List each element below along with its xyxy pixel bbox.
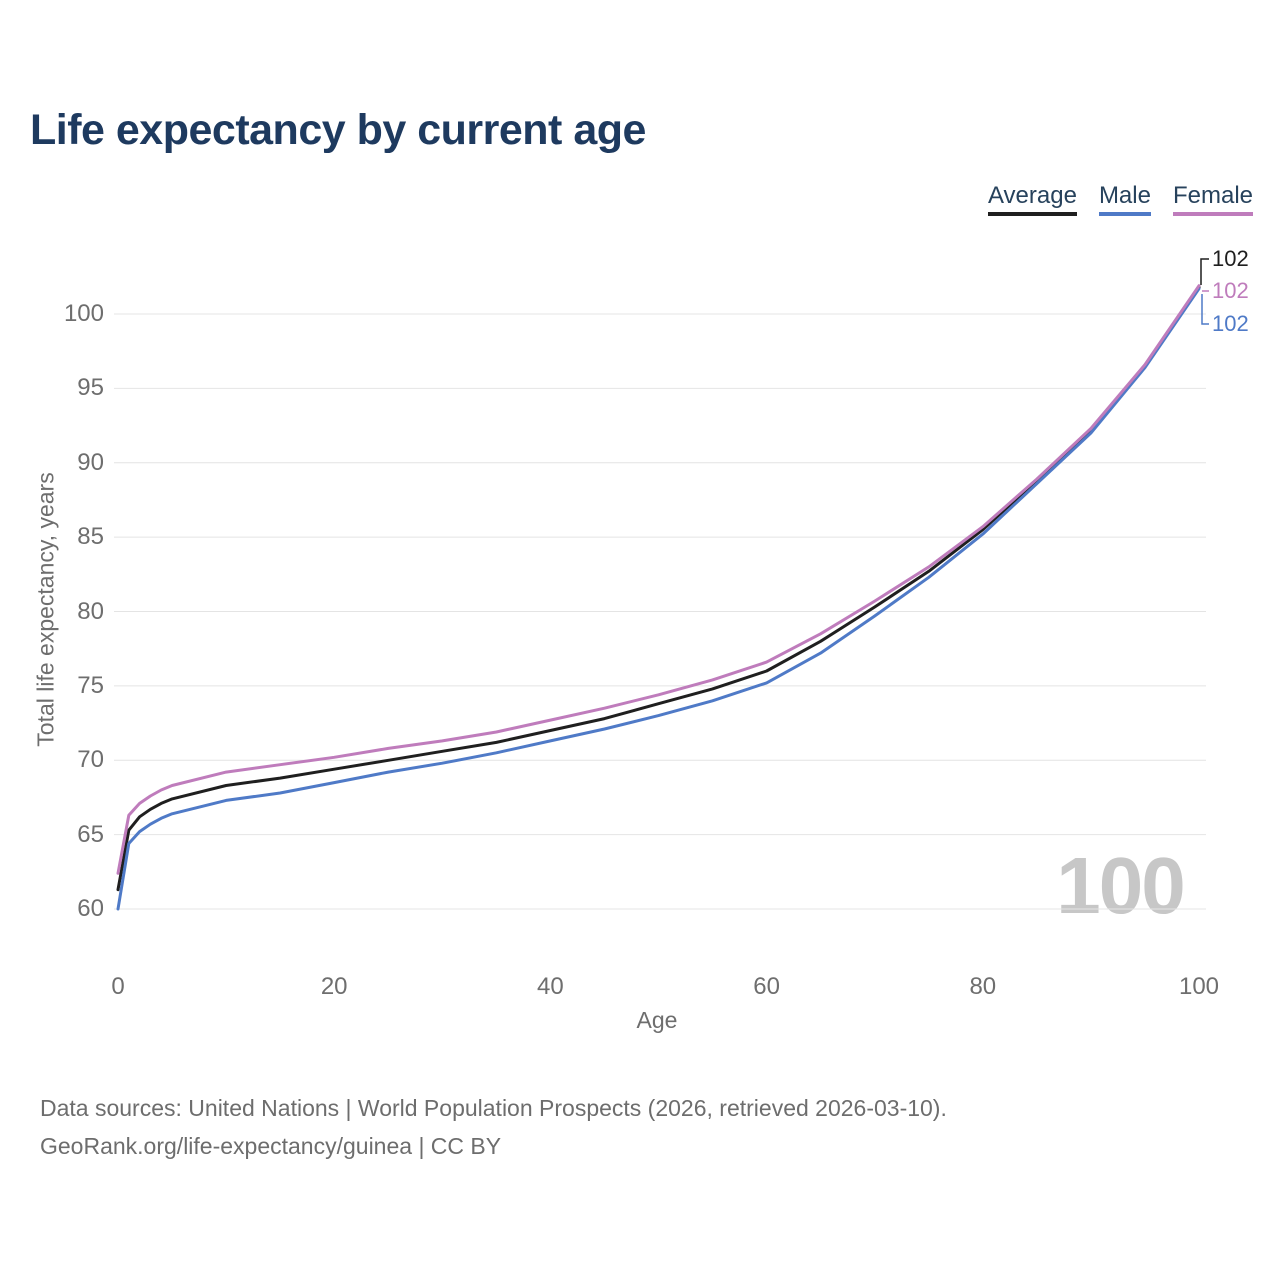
legend-item-label: Average (987, 182, 1077, 209)
series-line-average (116, 285, 1201, 892)
y-tick-label-75: 75 (77, 671, 104, 699)
y-tick-label-60: 60 (77, 895, 104, 922)
x-axis-title: Age (636, 1007, 678, 1033)
footer-sources-line: Data sources: United Nations | World Pop… (40, 1095, 947, 1121)
footer-citation-line: GeoRank.org/life-expectancy/guinea | CC … (40, 1133, 502, 1159)
hover-age-watermark: 100 (1056, 841, 1185, 930)
end-label-average: 102 (1212, 246, 1249, 271)
legend-item-label: Female (1172, 182, 1253, 209)
series-line-female (116, 284, 1201, 875)
x-tick-label-0: 0 (111, 973, 125, 1000)
legend-item-female[interactable]: Female (1172, 182, 1253, 216)
x-tick-label-100: 100 (1178, 973, 1220, 1000)
end-label-male: 102 (1212, 311, 1249, 336)
page-title: Life expectancy by current age (30, 106, 646, 154)
legend-item-male[interactable]: Male (1098, 182, 1151, 216)
y-tick-label-90: 90 (77, 448, 104, 476)
legend-item-swatch (987, 212, 1077, 216)
y-tick-label-85: 85 (77, 523, 104, 551)
end-label-female: 102 (1212, 278, 1249, 303)
series-line-male (116, 287, 1201, 911)
y-tick-label-70: 70 (77, 746, 104, 774)
x-tick-label-20: 20 (320, 973, 348, 1000)
legend: Average Male Female (987, 182, 1253, 216)
y-tick-label-95: 95 (77, 374, 104, 402)
x-tick-label-60: 60 (753, 973, 780, 1000)
y-tick-label-80: 80 (77, 597, 104, 625)
x-tick-label-80: 80 (969, 973, 997, 1000)
legend-item-average[interactable]: Average (987, 182, 1077, 216)
end-label-bracket-average (1200, 258, 1209, 285)
legend-item-label: Male (1098, 182, 1151, 209)
x-tick-label-40: 40 (537, 973, 564, 1000)
y-axis-title: Total life expectancy, years (32, 472, 59, 747)
legend-item-swatch (1172, 212, 1253, 216)
end-label-bracket-male (1201, 294, 1209, 325)
legend-item-swatch (1098, 212, 1151, 216)
y-tick-label-100: 100 (63, 300, 104, 327)
plot-area[interactable] (0, 0, 1280, 1080)
footer: Data sources: United Nations | World Pop… (40, 1089, 1240, 1165)
y-tick-label-65: 65 (77, 820, 104, 848)
